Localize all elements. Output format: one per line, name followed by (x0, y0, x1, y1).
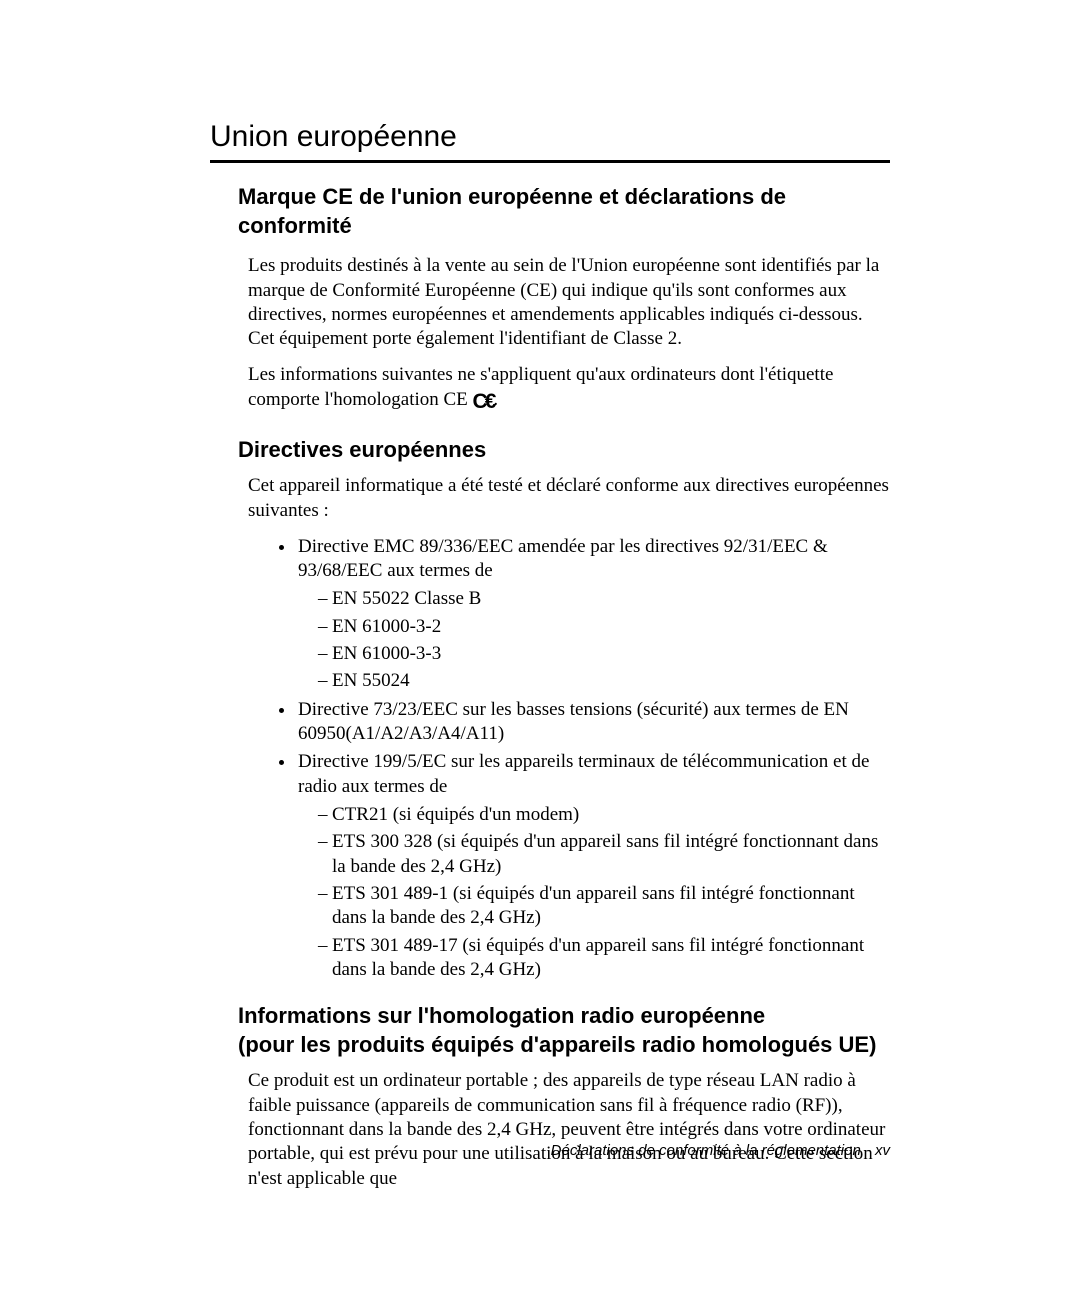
heading-radio-approval: Informations sur l'homologation radio eu… (238, 1002, 890, 1059)
paragraph-ce-2a: Les informations suivantes ne s'applique… (248, 364, 833, 409)
heading-directives: Directives européennes (238, 436, 890, 465)
directive-item-emc: Directive EMC 89/336/EEC amendée par les… (296, 535, 890, 694)
telecom-sublist: CTR21 (si équipés d'un modem) ETS 300 32… (318, 803, 890, 982)
heading-ce-mark: Marque CE de l'union européenne et décla… (238, 183, 890, 240)
paragraph-ce-2b: . (493, 389, 498, 410)
directive-item-emc-text: Directive EMC 89/336/EEC amendée par les… (298, 536, 828, 581)
heading-radio-line-2: (pour les produits équipés d'appareils r… (238, 1032, 876, 1057)
emc-sub-3: EN 61000-3-3 (318, 642, 890, 666)
paragraph-radio: Ce produit est un ordinateur portable ; … (248, 1069, 890, 1191)
telecom-sub-1: CTR21 (si équipés d'un modem) (318, 803, 890, 827)
paragraph-ce-2: Les informations suivantes ne s'applique… (248, 363, 890, 415)
telecom-sub-3: ETS 301 489-1 (si équipés d'un appareil … (318, 882, 890, 931)
directive-item-telecom-text: Directive 199/5/EC sur les appareils ter… (298, 751, 869, 796)
heading-radio-line-1: Informations sur l'homologation radio eu… (238, 1003, 765, 1028)
directive-item-lowvoltage: Directive 73/23/EEC sur les basses tensi… (296, 698, 890, 747)
paragraph-directives-intro: Cet appareil informatique a été testé et… (248, 474, 890, 523)
footer-page-number: xv (875, 1142, 890, 1159)
paragraph-ce-1: Les produits destinés à la vente au sein… (248, 254, 890, 351)
footer-title: Déclarations de conformité à la réglemen… (551, 1142, 861, 1159)
directive-item-telecom: Directive 199/5/EC sur les appareils ter… (296, 750, 890, 982)
directive-list: Directive EMC 89/336/EEC amendée par les… (270, 535, 890, 982)
document-page: Union européenne Marque CE de l'union eu… (0, 0, 1080, 1309)
section-rule (210, 160, 890, 163)
section-title: Union européenne (210, 120, 890, 154)
ce-mark-icon: C€ (473, 389, 494, 416)
emc-sub-4: EN 55024 (318, 669, 890, 693)
page-footer: Déclarations de conformité à la réglemen… (551, 1142, 890, 1159)
telecom-sub-4: ETS 301 489-17 (si équipés d'un appareil… (318, 934, 890, 983)
emc-sublist: EN 55022 Classe B EN 61000-3-2 EN 61000-… (318, 587, 890, 693)
emc-sub-2: EN 61000-3-2 (318, 615, 890, 639)
telecom-sub-2: ETS 300 328 (si équipés d'un appareil sa… (318, 830, 890, 879)
emc-sub-1: EN 55022 Classe B (318, 587, 890, 611)
